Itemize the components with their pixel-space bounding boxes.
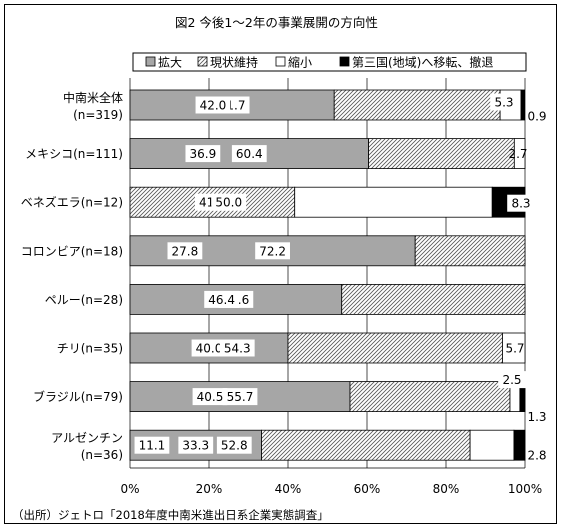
value-label: 33.3: [182, 439, 209, 453]
category-label: ブラジル(n=79): [33, 389, 123, 404]
value-label-bg: [204, 290, 240, 308]
bar-segment: [333, 89, 501, 121]
value-label: 2.7: [508, 147, 527, 161]
bar-segment: [287, 332, 503, 364]
value-label-bg: [191, 339, 227, 357]
value-label: 55.7: [227, 390, 254, 404]
value-label: 5.3: [494, 96, 513, 110]
value-label: 40.0: [196, 342, 223, 356]
value-label: 0.9: [527, 110, 546, 124]
bar-segment: [349, 381, 511, 413]
legend-label: 拡大: [158, 56, 182, 70]
legend-swatch: [197, 56, 208, 67]
value-label-bg: [255, 242, 290, 260]
bar-segment: [513, 138, 526, 170]
category-label: メキシコ(n=111): [25, 147, 123, 161]
x-tick-label: 60%: [354, 482, 381, 496]
category-label: (n=319): [73, 108, 123, 122]
legend-label: 現状維持: [210, 55, 258, 70]
value-label: 50.0: [215, 196, 242, 210]
category-label: (n=36): [81, 448, 123, 462]
legend-swatch: [339, 56, 350, 67]
value-label-bg: [211, 193, 247, 211]
value-labels: 51.742.05.30.960.436.92.741.750.08.372.2…: [134, 93, 547, 463]
value-label: 27.8: [172, 244, 199, 258]
category-label: 中南米全体: [63, 90, 123, 105]
bar-segment: [414, 235, 526, 267]
x-tick-label: 40%: [275, 482, 302, 496]
bar-segment: [129, 186, 296, 218]
x-tick-label: 0%: [120, 482, 139, 496]
value-label: 60.4: [236, 147, 263, 161]
value-label: 11.1: [139, 439, 166, 453]
value-label-bg: [195, 96, 231, 114]
value-label: 1.3: [527, 410, 546, 424]
value-label-bg: [498, 371, 526, 389]
category-label: アルゼンチン: [51, 431, 123, 445]
bar-segment: [368, 138, 515, 170]
value-label: 46.4: [208, 293, 235, 307]
value-label-bg: [222, 388, 258, 406]
category-label: コロンビア(n=18): [21, 244, 123, 258]
value-label: 54.3: [224, 342, 251, 356]
value-label: 72.2: [259, 244, 286, 258]
legend-label: 第三国(地域)へ移転、撤退: [352, 55, 493, 70]
value-label: 8.3: [511, 197, 530, 211]
bar-segment: [294, 186, 493, 218]
value-label: 42.0: [200, 99, 227, 113]
value-label: 2.8: [527, 449, 546, 463]
x-tick-label: 20%: [196, 482, 223, 496]
source-note: （出所）ジェトロ「2018年度中南米進出日系企業実態調査」: [12, 508, 329, 522]
legend-label: 縮小: [288, 55, 312, 70]
bar-segment: [469, 429, 515, 461]
legend-swatch: [275, 56, 286, 67]
legend: 拡大 現状維持 縮小 第三国(地域)へ移転、撤退: [132, 52, 527, 72]
category-label: チリ(n=35): [57, 342, 123, 356]
x-tick-label: 100%: [508, 482, 542, 496]
value-label-bg: [167, 242, 203, 260]
x-tick-label: 80%: [433, 482, 460, 496]
bar-segment: [502, 332, 526, 364]
value-label: 5.7: [505, 342, 524, 356]
value-label: 40.5: [197, 390, 224, 404]
value-label: 52.8: [221, 439, 248, 453]
value-label-bg: [192, 388, 228, 406]
value-label-bg: [231, 145, 267, 163]
bar-segment: [520, 89, 526, 121]
value-label-bg: [219, 339, 255, 357]
category-labels: 中南米全体 (n=319) メキシコ(n=111) ベネズエラ(n=12) コロンビア(…: [21, 90, 123, 462]
value-label-bg: [185, 145, 221, 163]
x-axis: 0% 20% 40% 60% 80% 100%: [120, 467, 542, 496]
legend-swatch: [145, 56, 156, 67]
category-label: ベネズエラ(n=12): [21, 195, 123, 210]
bar-segment: [513, 429, 526, 461]
bar-segment: [261, 429, 471, 461]
legend-box: [132, 52, 527, 72]
value-label: 2.5: [502, 373, 521, 387]
value-label: 36.9: [190, 147, 217, 161]
category-label: ペルー(n=28): [45, 293, 123, 307]
value-label-bg: [134, 436, 170, 454]
bar-segment: [341, 283, 526, 315]
value-label-bg: [507, 194, 535, 212]
chart-title: 図2 今後1～2年の事業展開の方向性: [175, 15, 378, 30]
value-label-bg: [178, 436, 214, 454]
value-label-bg: [216, 436, 252, 454]
value-label-bg: [490, 93, 518, 111]
